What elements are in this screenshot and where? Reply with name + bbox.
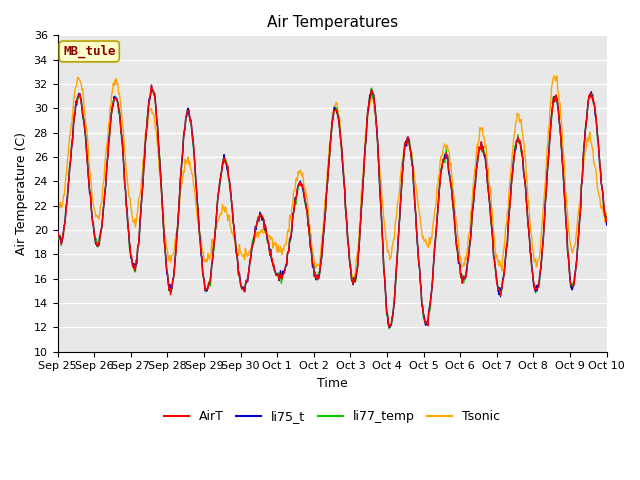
Text: MB_tule: MB_tule	[63, 45, 115, 58]
li75_t	[54, 226, 61, 232]
li77_temp	[176, 190, 184, 196]
Line: AirT: AirT	[58, 85, 607, 327]
Tsonic	[415, 210, 423, 216]
AirT	[205, 279, 213, 285]
li77_temp	[120, 166, 128, 172]
li75_t	[401, 150, 408, 156]
AirT	[177, 176, 184, 181]
Tsonic	[63, 158, 71, 164]
AirT	[148, 82, 156, 88]
AirT	[603, 218, 611, 224]
li75_t	[205, 280, 213, 286]
li77_temp	[401, 147, 408, 153]
li77_temp	[417, 280, 424, 286]
li75_t	[120, 165, 128, 171]
li75_t	[177, 175, 184, 180]
Tsonic	[603, 210, 611, 216]
Tsonic	[176, 200, 184, 206]
li77_temp	[54, 228, 61, 234]
li77_temp	[205, 280, 212, 286]
AirT	[385, 324, 393, 330]
li75_t	[148, 83, 156, 89]
Legend: AirT, li75_t, li77_temp, Tsonic: AirT, li75_t, li77_temp, Tsonic	[159, 405, 506, 428]
AirT	[401, 148, 408, 154]
li75_t	[417, 278, 424, 284]
li75_t	[603, 222, 611, 228]
Title: Air Temperatures: Air Temperatures	[266, 15, 397, 30]
Tsonic	[120, 138, 128, 144]
li77_temp	[603, 220, 611, 226]
AirT	[63, 195, 71, 201]
Tsonic	[399, 150, 407, 156]
li77_temp	[63, 196, 71, 202]
li77_temp	[385, 326, 393, 332]
Line: li75_t: li75_t	[58, 86, 607, 327]
Line: li77_temp: li77_temp	[58, 88, 607, 329]
li77_temp	[367, 85, 375, 91]
X-axis label: Time: Time	[317, 377, 348, 390]
AirT	[120, 167, 128, 173]
AirT	[417, 277, 424, 283]
Tsonic	[349, 280, 357, 286]
li75_t	[63, 192, 71, 198]
Tsonic	[551, 72, 559, 78]
Line: Tsonic: Tsonic	[58, 75, 607, 283]
Tsonic	[205, 253, 212, 259]
AirT	[54, 227, 61, 232]
Y-axis label: Air Temperature (C): Air Temperature (C)	[15, 132, 28, 255]
li75_t	[386, 324, 394, 330]
Tsonic	[54, 195, 61, 201]
